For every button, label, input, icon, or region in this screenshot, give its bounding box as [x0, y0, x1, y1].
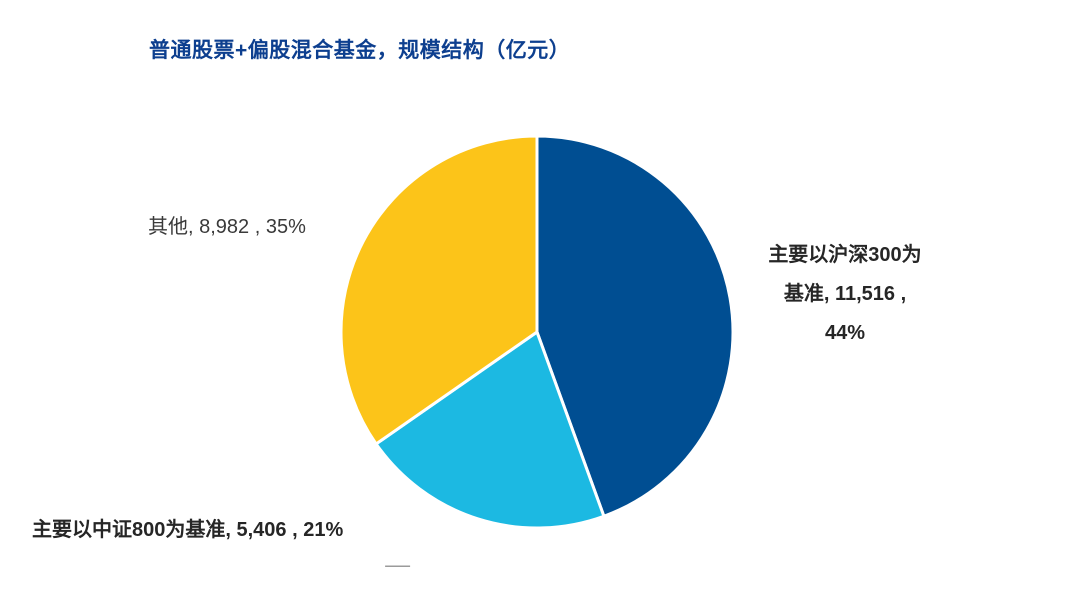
data-label-csi800: 主要以中证800为基准, 5,406 , 21%	[32, 519, 344, 541]
data-label-hs300-line3: 44%	[824, 322, 866, 344]
data-label-hs300-line1: 主要以沪深300为	[768, 244, 922, 266]
pie-slice-hs300	[535, 134, 735, 518]
pie-slice-csi800	[374, 330, 606, 530]
data-label-hs300: 主要以沪深300为 基准, 11,516 , 44%	[740, 236, 950, 353]
chart-title: 普通股票+偏股混合基金，规模结构（亿元）	[149, 39, 571, 62]
data-label-hs300-line2: 基准, 11,516 ,	[783, 283, 907, 305]
pie-slice-other	[339, 134, 539, 446]
pie-slices	[339, 134, 735, 530]
data-label-other: 其他, 8,982 , 35%	[148, 216, 306, 238]
